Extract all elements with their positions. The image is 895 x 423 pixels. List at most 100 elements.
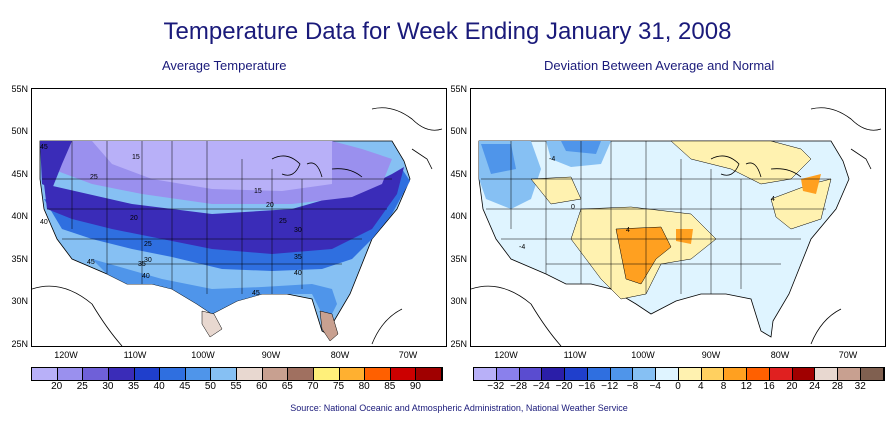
legend-swatch: [211, 368, 237, 380]
legend-swatch: [108, 368, 135, 380]
contour-label: 40: [142, 273, 150, 280]
legend-swatch: [474, 368, 497, 380]
page-title: Temperature Data for Week Ending January…: [163, 18, 732, 45]
legend-swatch: [160, 368, 186, 380]
legend-label: −24: [532, 381, 550, 392]
legend-swatch: [792, 368, 816, 380]
legend-swatch: [32, 368, 58, 380]
contour-label: 45: [87, 259, 95, 266]
y-axis-label: 30N: [450, 296, 467, 306]
legend-swatch: [237, 368, 263, 380]
contour-label: 15: [132, 154, 140, 161]
contour-label: -4: [519, 244, 525, 251]
contour-label: 30: [294, 227, 302, 234]
legend-label: 45: [179, 381, 191, 392]
contour-label: 25: [90, 174, 98, 181]
legend-label: −20: [555, 381, 573, 392]
contour-label: 40: [40, 219, 48, 226]
contour-label: 25: [144, 241, 152, 248]
legend-swatch: [861, 368, 884, 380]
legend-label: −28: [510, 381, 528, 392]
legend-label: −4: [649, 381, 661, 392]
legend-swatch: [838, 368, 862, 380]
legend-label: 20: [786, 381, 798, 392]
y-axis-label: 45N: [11, 169, 28, 179]
legend-label: 65: [281, 381, 293, 392]
x-axis-label: 90W: [261, 350, 281, 360]
legend-swatch: [565, 368, 588, 380]
x-axis-label: 80W: [330, 350, 350, 360]
legend-label: 40: [153, 381, 165, 392]
legend-label: 12: [740, 381, 752, 392]
y-axis-label: 55N: [11, 84, 28, 94]
legend-swatch: [724, 368, 748, 380]
contour-label: 25: [279, 218, 287, 225]
deviation-map: -4 -4 4 4 0: [470, 88, 886, 347]
contour-label: 15: [254, 188, 262, 195]
legend-swatch: [134, 368, 161, 380]
y-axis-label: 35N: [450, 254, 467, 264]
y-axis-label: 30N: [11, 296, 28, 306]
x-axis-label: 70W: [838, 350, 858, 360]
x-axis-label: 110W: [563, 350, 587, 360]
x-axis-label: 120W: [54, 350, 78, 360]
legend-swatch: [587, 368, 611, 380]
x-axis-label: 80W: [770, 350, 790, 360]
legend-label: −32: [487, 381, 505, 392]
legend-label: 80: [358, 381, 370, 392]
y-axis-label: 40N: [11, 211, 28, 221]
contour-label: 4: [771, 196, 775, 203]
legend-label: 30: [102, 381, 114, 392]
legend-label: 4: [697, 381, 704, 392]
y-axis-label: 55N: [450, 84, 467, 94]
legend-label: 75: [332, 381, 345, 392]
contour-label: 35: [138, 261, 146, 268]
contour-label: 20: [130, 215, 138, 222]
legend-label: 8: [720, 381, 727, 392]
legend-swatch: [769, 368, 793, 380]
legend-label: 50: [204, 381, 216, 392]
legend-label: 85: [384, 381, 396, 392]
x-axis-label: 90W: [701, 350, 721, 360]
legend-label: 70: [307, 381, 319, 392]
contour-label: 35: [294, 254, 302, 261]
average-temperature-map-graphic: 15 25 15 20 25 30 20 25 30 35 35 40 45 4…: [32, 107, 443, 346]
contour-label: 45: [252, 290, 260, 297]
contour-label: -4: [549, 156, 555, 163]
legend-swatch: [519, 368, 543, 380]
x-axis-label: 70W: [398, 350, 418, 360]
x-axis-label: 120W: [494, 350, 518, 360]
contour-label: 4: [626, 227, 630, 234]
legend-label: 35: [127, 381, 140, 392]
deviation-map-graphic: -4 -4 4 4 0: [471, 107, 882, 346]
legend-swatch: [416, 368, 442, 380]
legend-swatch: [656, 368, 679, 380]
right-map-subtitle: Deviation Between Average and Normal: [544, 58, 775, 73]
legend-label: 90: [409, 381, 421, 392]
legend-label: 20: [51, 381, 63, 392]
contour-label: 0: [571, 204, 575, 211]
legend-label: 25: [76, 381, 88, 392]
legend-swatch: [288, 368, 314, 380]
legend-swatch: [701, 368, 725, 380]
legend-label: −16: [578, 381, 596, 392]
y-axis-label: 25N: [11, 339, 28, 349]
legend-label: −12: [601, 381, 619, 392]
y-axis-label: 45N: [450, 169, 467, 179]
legend-swatch: [57, 368, 84, 380]
y-axis-label: 25N: [450, 339, 467, 349]
average-temperature-map: 15 25 15 20 25 30 20 25 30 35 35 40 45 4…: [31, 88, 447, 347]
legend-swatch: [815, 368, 839, 380]
legend-swatch: [747, 368, 770, 380]
contour-label: 20: [266, 202, 274, 209]
legend-label: 60: [256, 381, 268, 392]
legend-swatch: [610, 368, 634, 380]
legend-label: 32: [854, 381, 866, 392]
y-axis-label: 50N: [450, 126, 467, 136]
x-axis-label: 100W: [191, 350, 215, 360]
legend-label: 24: [809, 381, 821, 392]
left-map-subtitle: Average Temperature: [162, 58, 287, 73]
legend-label: −8: [626, 381, 639, 392]
x-axis-label: 110W: [123, 350, 147, 360]
legend-label: 55: [230, 381, 242, 392]
